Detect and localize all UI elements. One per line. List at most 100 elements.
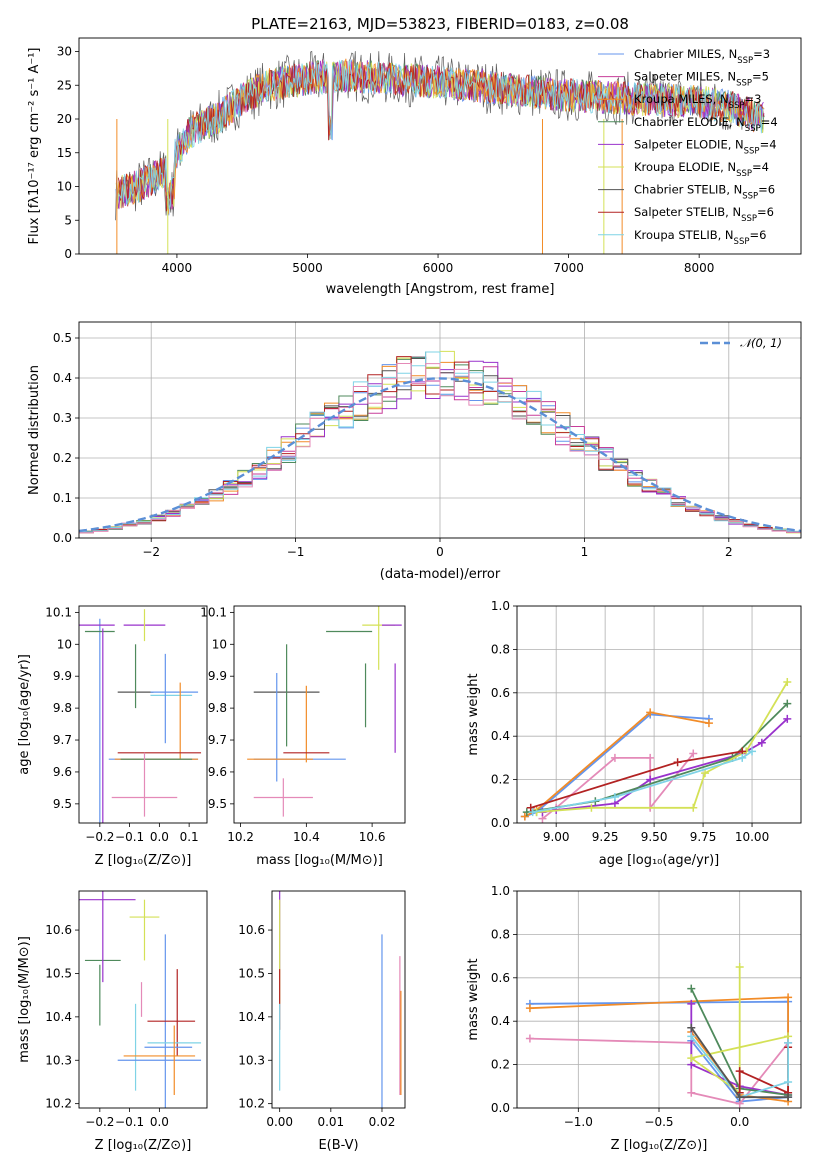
x-tick-label: 10.4 (293, 830, 320, 844)
axes-frame (271, 890, 406, 1109)
x-tick-label: 6000 (423, 261, 454, 275)
series-point (784, 1077, 793, 1086)
series-point (704, 719, 713, 728)
series-point (520, 812, 529, 821)
y-tick-label: 0.0 (491, 1101, 510, 1115)
legend-item: Salpeter MILES, NSSP=5 (634, 70, 769, 89)
series-point (735, 1067, 744, 1076)
legend-suffix: =4 (760, 137, 777, 151)
x-tick-label: −0.2 (85, 830, 114, 844)
legend-sub: SSP (737, 56, 753, 66)
x-tick-label: 1 (581, 545, 589, 559)
series-point (646, 708, 655, 717)
x-tick-label: 9.00 (543, 830, 570, 844)
series-point (783, 677, 792, 686)
series-point (689, 803, 698, 812)
legend-label: Kroupa ELODIE, N (634, 160, 736, 174)
y-tick-label: 10 (212, 637, 227, 651)
legend-item: Kroupa ELODIE, NSSP=4 (634, 160, 769, 179)
y-tick-label: 20 (57, 112, 72, 126)
chart-spectrum: 4000 5000 6000 7000 8000 0 5 10 15 20 25 30 waveleng… (27, 37, 802, 297)
x-tick-label: 0.0 (730, 1115, 749, 1129)
x-tick-label: 8000 (684, 261, 715, 275)
y-tick-label: 0.8 (491, 927, 510, 941)
y-tick-label: 9.8 (208, 701, 227, 715)
x-tick-label: 9.25 (592, 830, 619, 844)
series-point (735, 962, 744, 971)
legend-suffix: =3 (753, 47, 770, 61)
series-point (689, 749, 698, 758)
series-point (783, 714, 792, 723)
axes-frame (516, 605, 802, 824)
y-tick-label: 10 (57, 180, 72, 194)
series (687, 1023, 793, 1102)
plot-area (517, 891, 801, 1108)
plot-area (79, 609, 202, 823)
series-point (525, 1004, 534, 1013)
y-tick-label: 0.2 (53, 451, 72, 465)
series-line (690, 1035, 789, 1099)
legend-label: Salpeter STELIB, N (634, 205, 741, 219)
axes-frame (233, 605, 406, 824)
legend-sub: SSP (734, 237, 750, 247)
series-line (524, 711, 710, 818)
x-axis-label: age [log₁₀(age/yr)] (599, 853, 720, 868)
y-axis-label: Normed distribution (27, 365, 42, 495)
axes-frame (78, 37, 802, 255)
plot-area (517, 606, 801, 823)
y-tick-label: 0.4 (491, 729, 510, 743)
y-tick-label: 0.3 (53, 411, 72, 425)
y-tick-label: 10.4 (238, 1010, 265, 1024)
y-tick-label: 9.6 (53, 765, 72, 779)
chart-mass-vs-Z: −0.2 −0.1 0.0 10.2 10.3 10.4 10.5 10.6 Z [log₁₀(… (17, 890, 208, 1153)
plot-area (79, 891, 202, 1108)
series-line (524, 713, 709, 818)
series-point (783, 699, 792, 708)
legend-label: Chabrier MILES, N (634, 47, 737, 61)
series-point (646, 775, 655, 784)
legend-label: Chabrier ELODIE, N (634, 115, 745, 129)
y-tick-label: 0 (64, 247, 72, 261)
y-axis-label: mass weight (466, 958, 481, 1040)
series (538, 749, 698, 823)
y-tick-label: 9.9 (208, 669, 227, 683)
x-tick-label: 0.02 (369, 1115, 396, 1129)
y-tick-label: 10.3 (238, 1053, 265, 1067)
y-tick-label: 9.7 (208, 733, 227, 747)
y-tick-label: 10.2 (238, 1097, 265, 1111)
legend-label: Salpeter MILES, N (634, 70, 736, 84)
x-tick-label: 10.00 (735, 830, 769, 844)
series-point (784, 1038, 793, 1047)
y-tick-label: 9.5 (53, 797, 72, 811)
series-point (784, 1093, 793, 1102)
series (528, 747, 757, 817)
x-axis-label: Z [log₁₀(Z/Z⊙)] (95, 853, 192, 868)
x-tick-label: 7000 (553, 261, 584, 275)
y-tick-label: 0.8 (491, 642, 510, 656)
legend-sub: SSP (736, 169, 752, 179)
y-tick-label: 10.5 (45, 966, 72, 980)
series-point (687, 1054, 696, 1063)
x-tick-label: 0.01 (317, 1115, 344, 1129)
spectrum-line (118, 59, 764, 210)
y-tick-label: 0.6 (491, 971, 510, 985)
legend-item: Chabrier ELODIE, NSSP=4 (634, 115, 778, 134)
y-tick-label: 10.6 (45, 923, 72, 937)
series-line (532, 750, 753, 813)
x-tick-label: 4000 (162, 261, 193, 275)
y-tick-label: 10.6 (238, 923, 265, 937)
axes-frame (78, 605, 208, 824)
x-axis-label: E(B-V) (318, 1138, 358, 1153)
y-axis-label: Flux [fλ10⁻¹⁷ erg cm⁻² s⁻¹ A⁻¹] (27, 48, 42, 245)
legend-label: Kroupa STELIB, N (634, 228, 734, 242)
x-axis-label: mass [log₁₀(M/M⊙)] (256, 853, 383, 868)
y-tick-label: 0.4 (53, 371, 72, 385)
x-tick-label: −2 (142, 545, 160, 559)
legend-label: Chabrier STELIB, N (634, 183, 742, 197)
chart-mass-vs-EBV: 0.00 0.01 0.02 10.2 10.3 10.4 10.5 10.6 E(B-V) (238, 890, 406, 1153)
series-point (687, 1088, 696, 1097)
y-tick-label: 1.0 (491, 599, 510, 613)
series-point (687, 999, 696, 1008)
legend-item: Kroupa MILES, NSSP=3 (634, 92, 761, 111)
x-axis-label: Z [log₁₀(Z/Z⊙)] (611, 1138, 708, 1153)
